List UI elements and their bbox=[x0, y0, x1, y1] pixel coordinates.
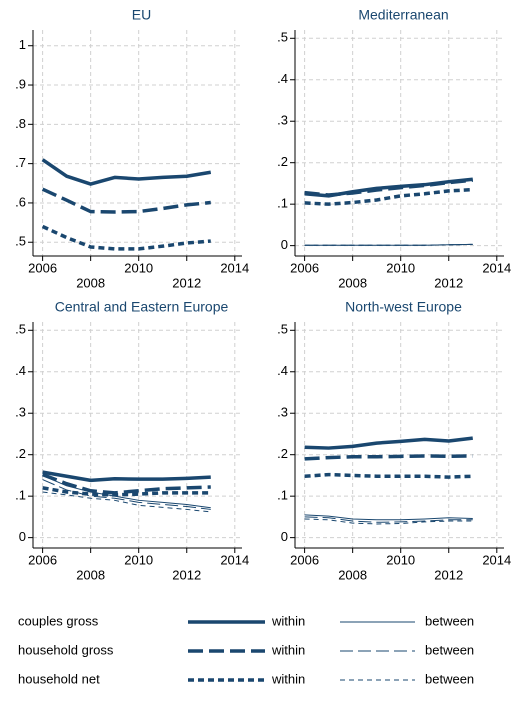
series-line bbox=[304, 514, 473, 521]
legend-label: within bbox=[271, 642, 305, 657]
y-tick-label: .1 bbox=[277, 196, 288, 211]
x-tick-label: 2012 bbox=[172, 275, 201, 290]
y-tick-label: .3 bbox=[15, 405, 26, 420]
legend-label: between bbox=[425, 642, 474, 657]
x-tick-label: 2014 bbox=[482, 260, 511, 275]
series-line bbox=[41, 158, 212, 186]
y-tick-label: .4 bbox=[277, 363, 288, 378]
legend-label: between bbox=[425, 671, 474, 686]
y-tick-label: .5 bbox=[15, 234, 26, 249]
y-tick-label: 1 bbox=[19, 37, 26, 52]
series-line bbox=[304, 454, 473, 461]
y-tick-label: .7 bbox=[15, 155, 26, 170]
y-tick-label: .4 bbox=[277, 71, 288, 86]
y-tick-label: .5 bbox=[277, 322, 288, 337]
series-line bbox=[304, 243, 473, 246]
panel-title: North-west Europe bbox=[345, 299, 462, 315]
series-line bbox=[42, 470, 211, 483]
y-tick-label: 0 bbox=[281, 529, 288, 544]
legend-label: household net bbox=[18, 671, 100, 686]
panel-title: Mediterranean bbox=[358, 7, 448, 23]
series-line bbox=[41, 224, 211, 251]
series-line bbox=[41, 472, 211, 495]
y-tick-label: .9 bbox=[15, 76, 26, 91]
y-tick-label: .4 bbox=[15, 363, 26, 378]
series-line bbox=[42, 486, 211, 497]
series-line bbox=[42, 479, 211, 510]
x-tick-label: 2014 bbox=[220, 260, 249, 275]
legend-label: household gross bbox=[18, 642, 114, 657]
x-tick-label: 2010 bbox=[124, 552, 153, 567]
x-tick-label: 2008 bbox=[338, 567, 367, 582]
x-tick-label: 2012 bbox=[434, 275, 463, 290]
x-tick-label: 2010 bbox=[124, 260, 153, 275]
series-line bbox=[304, 436, 473, 450]
y-tick-label: 0 bbox=[19, 529, 26, 544]
y-tick-label: .2 bbox=[277, 154, 288, 169]
series-line bbox=[41, 187, 211, 214]
x-tick-label: 2006 bbox=[290, 260, 319, 275]
x-tick-label: 2010 bbox=[386, 552, 415, 567]
x-tick-label: 2012 bbox=[172, 567, 201, 582]
y-tick-label: .2 bbox=[15, 446, 26, 461]
x-tick-label: 2010 bbox=[386, 260, 415, 275]
y-tick-label: .3 bbox=[277, 405, 288, 420]
x-tick-label: 2014 bbox=[220, 552, 249, 567]
x-tick-label: 2014 bbox=[482, 552, 511, 567]
x-tick-label: 2008 bbox=[76, 275, 105, 290]
y-tick-label: .8 bbox=[15, 116, 26, 131]
x-tick-label: 2008 bbox=[76, 567, 105, 582]
legend-label: between bbox=[425, 613, 474, 628]
y-tick-label: 0 bbox=[281, 237, 288, 252]
x-tick-label: 2012 bbox=[434, 567, 463, 582]
series-line bbox=[304, 518, 473, 525]
panel-title: Central and Eastern Europe bbox=[55, 299, 229, 315]
legend-label: within bbox=[271, 671, 305, 686]
y-tick-label: .5 bbox=[15, 322, 26, 337]
x-tick-label: 2006 bbox=[290, 552, 319, 567]
y-tick-label: .2 bbox=[277, 446, 288, 461]
legend-label: within bbox=[271, 613, 305, 628]
series-line bbox=[304, 516, 473, 523]
y-tick-label: .3 bbox=[277, 113, 288, 128]
y-tick-label: .5 bbox=[277, 30, 288, 45]
x-tick-label: 2006 bbox=[28, 552, 57, 567]
y-tick-label: .6 bbox=[15, 194, 26, 209]
series-line bbox=[42, 491, 211, 513]
series-line bbox=[304, 187, 473, 206]
x-tick-label: 2006 bbox=[28, 260, 57, 275]
series-line bbox=[304, 472, 473, 479]
legend-label: couples gross bbox=[18, 613, 99, 628]
x-tick-label: 2008 bbox=[338, 275, 367, 290]
panel-title: EU bbox=[132, 7, 151, 23]
y-tick-label: .1 bbox=[15, 488, 26, 503]
y-tick-label: .1 bbox=[277, 488, 288, 503]
series-line bbox=[42, 474, 211, 509]
series-line bbox=[304, 178, 473, 197]
